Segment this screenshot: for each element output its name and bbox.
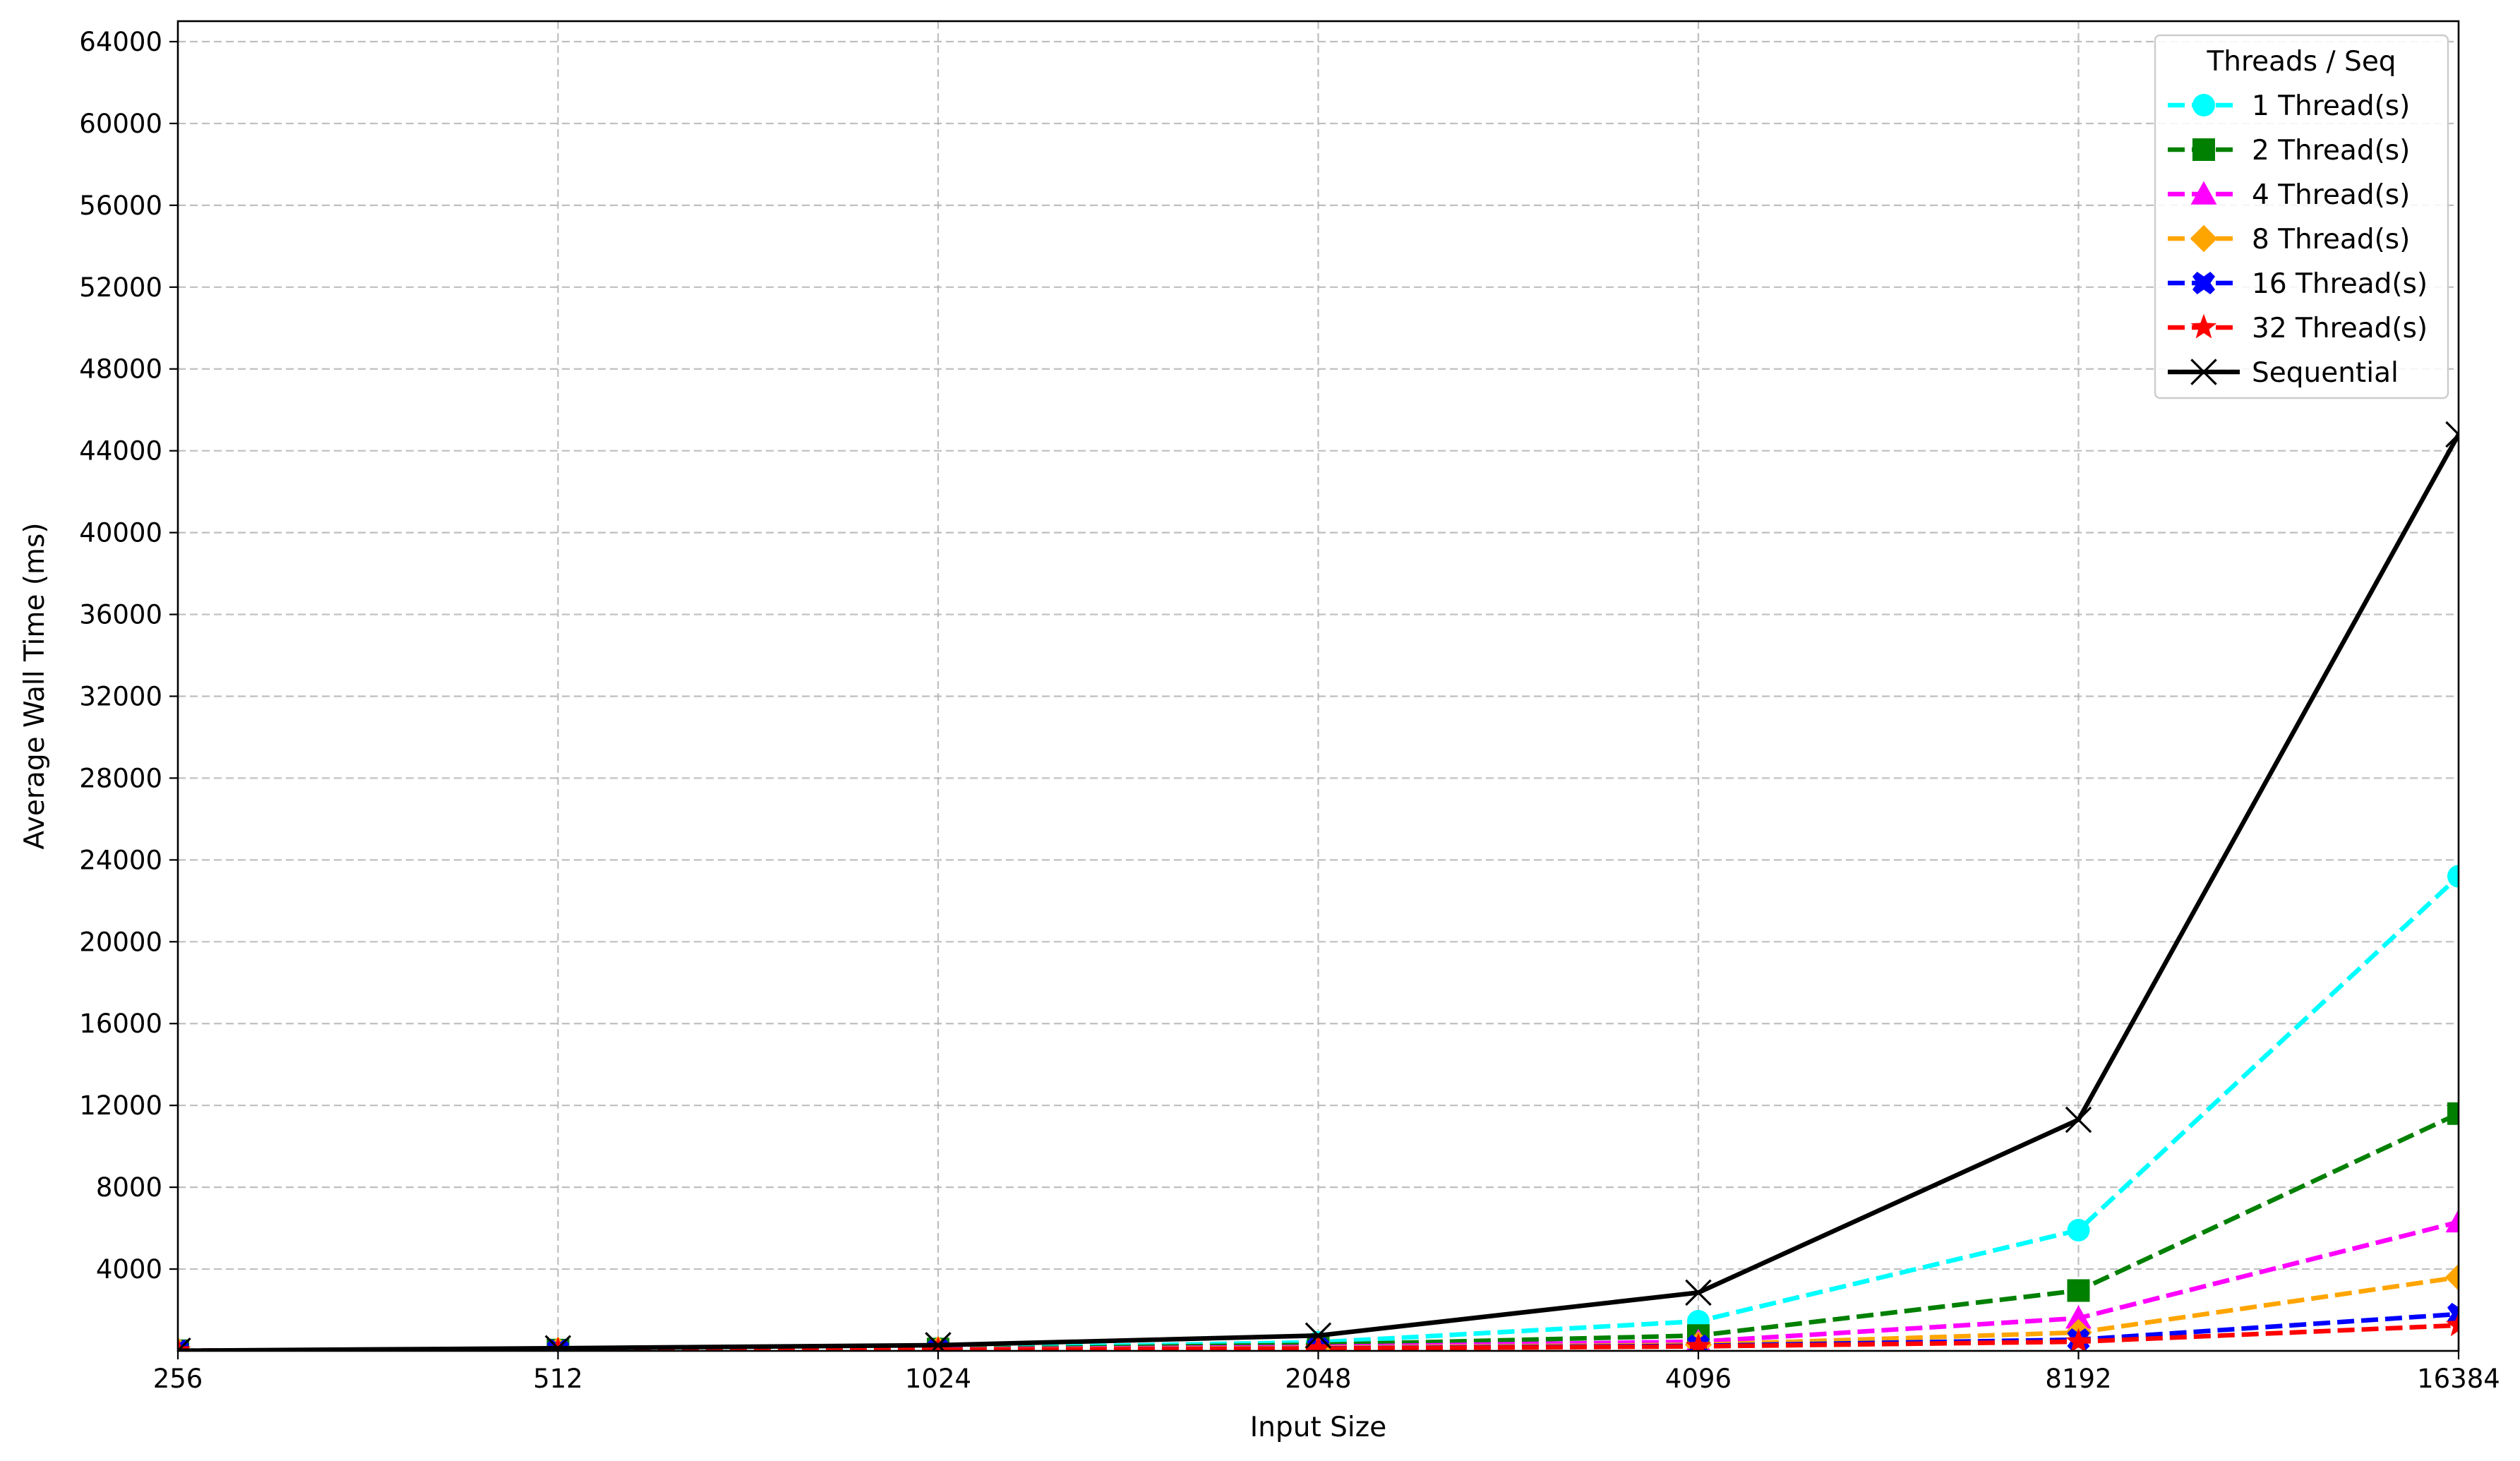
- legend-box: [2154, 34, 2449, 399]
- legend: Threads / Seq 1 Thread(s) 2 Thread(s) 4 Th…: [2154, 34, 2449, 399]
- y-tick-label: 24000: [79, 845, 162, 875]
- y-tick-label: 60000: [79, 109, 162, 139]
- x-tick-label: 4096: [1665, 1364, 1732, 1394]
- x-tick-label: 256: [153, 1364, 203, 1394]
- data-point-4-thread-s: [2445, 1208, 2459, 1233]
- legend-swatch-marker: [2192, 94, 2215, 116]
- data-point-sequential: [178, 1337, 191, 1351]
- legend-label: 32 Thread(s): [2252, 313, 2428, 344]
- y-tick-label: 56000: [79, 191, 162, 221]
- series-sequential: [178, 421, 2459, 1351]
- data-point-sequential: [925, 1332, 952, 1351]
- legend-label: 1 Thread(s): [2252, 90, 2410, 122]
- y-tick-label: 20000: [79, 927, 162, 957]
- y-tick-label: 44000: [79, 436, 162, 467]
- legend-label: 2 Thread(s): [2252, 135, 2410, 167]
- x-axis-label: Input Size: [1250, 1412, 1386, 1443]
- legend-label: 8 Thread(s): [2252, 224, 2410, 255]
- data-point-2-thread-s: [2067, 1279, 2090, 1302]
- legend-swatch-marker: [2190, 224, 2218, 253]
- legend-label: 4 Thread(s): [2252, 179, 2410, 211]
- data-point-32-thread-s: [2065, 1328, 2092, 1351]
- legend-item-32-thread-s: 32 Thread(s): [2168, 313, 2428, 344]
- legend-label: 16 Thread(s): [2252, 268, 2428, 300]
- data-point-1-thread-s: [2067, 1218, 2090, 1241]
- grid: [178, 21, 2459, 1351]
- legend-item-16-thread-s: 16 Thread(s): [2168, 268, 2428, 300]
- x-tick-label: 16384: [2417, 1364, 2500, 1394]
- legend-item-2-thread-s: 2 Thread(s): [2168, 135, 2410, 167]
- x-tick-label: 2048: [1285, 1364, 1351, 1394]
- data-point-4-thread-s: [2065, 1305, 2092, 1329]
- y-tick-label: 12000: [79, 1090, 162, 1121]
- data-point-32-thread-s: [1305, 1335, 1331, 1351]
- data-point-sequential: [2065, 1106, 2092, 1134]
- data-point-1-thread-s: [2447, 865, 2459, 888]
- data-point-8-thread-s: [2444, 1263, 2459, 1291]
- y-tick-label: 48000: [79, 354, 162, 385]
- legend-items: 1 Thread(s) 2 Thread(s) 4 Thread(s) 8 Threa…: [2168, 90, 2428, 389]
- legend-item-1-thread-s: 1 Thread(s): [2168, 90, 2410, 122]
- legend-swatch-marker: [2190, 313, 2217, 339]
- data-point-32-thread-s: [1685, 1333, 1712, 1351]
- legend-label: Sequential: [2252, 357, 2399, 389]
- y-tick-label: 32000: [79, 681, 162, 711]
- legend-item-8-thread-s: 8 Thread(s): [2168, 224, 2410, 255]
- data-point-32-thread-s: [2445, 1311, 2459, 1337]
- data-point-sequential: [1685, 1279, 1712, 1306]
- data-point-sequential: [2445, 421, 2459, 448]
- legend-swatch-marker: [2190, 359, 2217, 385]
- legend-title: Threads / Seq: [2206, 46, 2396, 78]
- y-axis-label: Average Wall Time (ms): [19, 522, 51, 849]
- legend-swatch-marker: [2192, 138, 2215, 161]
- y-tick-label: 8000: [96, 1172, 162, 1203]
- x-tick-label: 8192: [2045, 1364, 2111, 1394]
- series-layer: [178, 421, 2459, 1351]
- y-tick-label: 64000: [79, 27, 162, 57]
- axis-ticks: 256 512 1024 2048 4096 8192 16384 4000 8000 12000…: [79, 27, 2500, 1394]
- data-point-2-thread-s: [2447, 1102, 2459, 1125]
- legend-item-4-thread-s: 4 Thread(s): [2168, 179, 2410, 211]
- y-tick-label: 52000: [79, 272, 162, 303]
- legend-item-sequential: Sequential: [2168, 357, 2399, 389]
- legend-swatch-marker: [2192, 272, 2215, 294]
- y-tick-label: 36000: [79, 600, 162, 630]
- y-tick-label: 40000: [79, 518, 162, 548]
- y-tick-label: 28000: [79, 763, 162, 793]
- data-point-sequential: [1304, 1322, 1332, 1349]
- x-tick-label: 1024: [905, 1364, 971, 1394]
- y-tick-label: 4000: [96, 1254, 162, 1285]
- legend-swatch-marker: [2190, 181, 2217, 205]
- y-tick-label: 16000: [79, 1009, 162, 1039]
- data-point-sequential: [544, 1335, 572, 1351]
- x-tick-label: 512: [533, 1364, 583, 1394]
